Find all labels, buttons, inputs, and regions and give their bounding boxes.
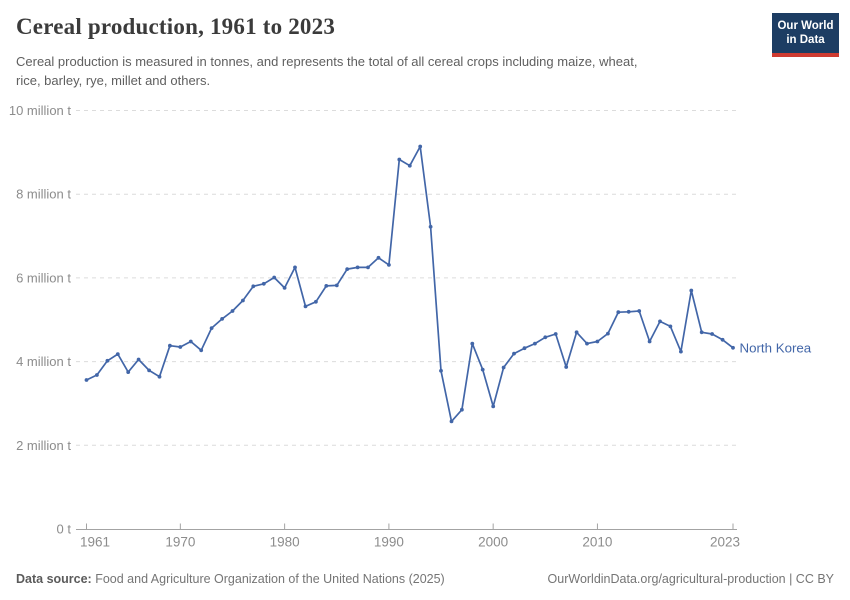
data-point	[731, 345, 735, 350]
data-point	[606, 331, 610, 336]
x-axis-label: 1970	[165, 535, 195, 550]
data-point	[345, 267, 350, 271]
owid-url-link[interactable]: OurWorldinData.org/agricultural-producti…	[547, 572, 834, 586]
data-point	[428, 224, 433, 229]
data-point	[710, 332, 714, 336]
data-point	[105, 358, 110, 363]
data-point	[616, 310, 621, 315]
chart-footer: Data source: Food and Agriculture Organi…	[16, 572, 834, 586]
data-source: Data source: Food and Agriculture Organi…	[16, 572, 445, 586]
data-point	[199, 348, 204, 353]
data-point	[157, 374, 162, 379]
data-point	[147, 368, 152, 373]
data-point	[460, 407, 464, 412]
data-point	[679, 349, 683, 354]
series-entity-label[interactable]: North Korea	[740, 340, 812, 355]
data-point	[261, 281, 266, 286]
data-point	[689, 288, 694, 293]
data-point	[564, 365, 569, 369]
x-axis-label: 1980	[270, 535, 300, 550]
y-axis-label: 6 million t	[16, 270, 71, 285]
data-point	[553, 332, 558, 336]
y-axis-label: 0 t	[57, 522, 72, 537]
x-axis-label: 1961	[80, 535, 110, 550]
data-point	[230, 309, 235, 313]
data-source-label: Data source:	[16, 572, 92, 586]
data-point	[501, 365, 506, 370]
data-point	[397, 157, 402, 162]
data-point	[272, 275, 277, 280]
data-point	[188, 339, 193, 344]
y-axis-label: 8 million t	[16, 187, 71, 202]
data-point	[668, 324, 673, 329]
data-point	[647, 339, 652, 344]
data-point	[241, 298, 245, 303]
data-point	[512, 351, 516, 356]
owid-logo-line2: in Data	[786, 34, 825, 46]
data-point	[136, 357, 141, 362]
data-point	[209, 326, 214, 330]
data-point	[168, 343, 172, 348]
x-axis-label: 2000	[478, 535, 508, 550]
data-point	[84, 378, 89, 382]
data-point	[543, 335, 548, 340]
data-point	[334, 283, 339, 288]
data-point	[439, 368, 443, 373]
data-point	[314, 299, 318, 304]
data-point	[699, 330, 704, 335]
data-point	[376, 255, 381, 260]
data-point	[115, 352, 120, 356]
data-point	[293, 265, 297, 270]
data-point	[282, 286, 287, 290]
data-point	[491, 404, 496, 409]
data-point	[470, 341, 475, 346]
data-point	[522, 346, 527, 351]
data-point	[366, 265, 370, 270]
x-axis-label: 2023	[710, 535, 740, 550]
owid-logo-line1: Our World	[777, 20, 834, 32]
data-point	[387, 263, 391, 267]
chart-title: Cereal production, 1961 to 2023	[16, 14, 336, 39]
data-point	[303, 304, 308, 309]
x-axis-label: 2010	[582, 535, 612, 550]
y-axis-label: 10 million t	[9, 103, 72, 118]
data-point	[95, 373, 99, 377]
data-point	[585, 341, 589, 346]
data-point	[355, 265, 360, 270]
data-point	[480, 367, 485, 372]
data-point	[574, 330, 579, 335]
y-axis-label: 4 million t	[16, 354, 71, 369]
owid-logo[interactable]: Our World in Data	[772, 13, 839, 57]
data-point	[126, 370, 131, 374]
data-point	[637, 309, 642, 313]
chart-subtitle: Cereal production is measured in tonnes,…	[16, 54, 638, 88]
data-point	[324, 284, 329, 288]
data-point	[418, 144, 423, 149]
data-point	[595, 339, 600, 344]
x-axis-label: 1990	[374, 535, 404, 550]
data-point	[658, 319, 662, 324]
data-source-text: Food and Agriculture Organization of the…	[91, 572, 445, 586]
chart-line	[85, 145, 734, 423]
data-point	[178, 345, 183, 349]
data-point	[626, 309, 631, 314]
data-point	[720, 337, 725, 342]
data-point	[533, 341, 537, 346]
data-point	[251, 284, 256, 289]
data-point	[220, 317, 225, 321]
y-axis-label: 2 million t	[16, 438, 71, 453]
data-point	[407, 163, 412, 168]
data-point	[449, 419, 454, 424]
